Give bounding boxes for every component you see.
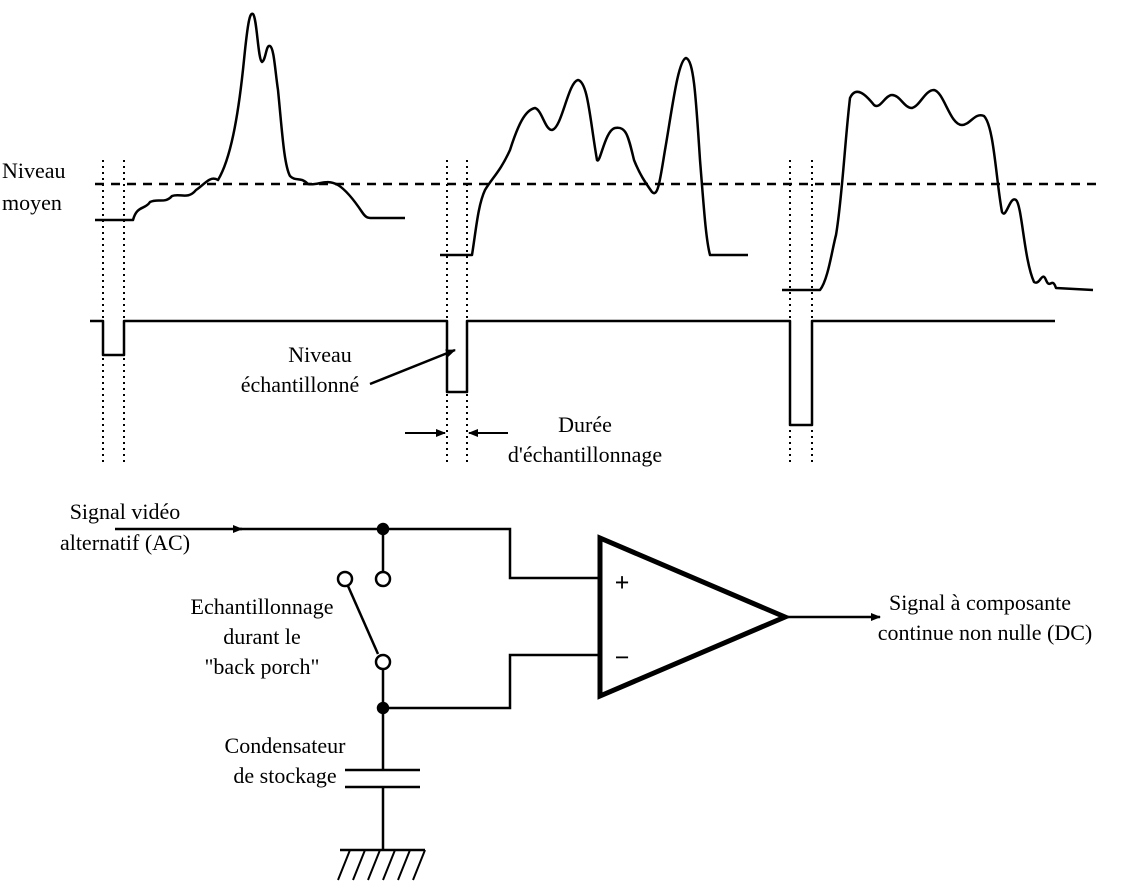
label: Durée bbox=[558, 412, 612, 437]
label: Condensateur bbox=[225, 733, 347, 758]
label: moyen bbox=[2, 190, 62, 215]
label: Signal à composante bbox=[889, 590, 1071, 615]
label: Echantillonnage bbox=[191, 594, 334, 619]
label: d'échantillonnage bbox=[508, 442, 662, 467]
label: Niveau bbox=[288, 342, 352, 367]
circuit bbox=[115, 522, 881, 881]
label: échantillonné bbox=[241, 372, 360, 397]
label: Niveau bbox=[2, 158, 66, 183]
sample-windows bbox=[102, 160, 813, 462]
label: alternatif (AC) bbox=[60, 530, 190, 555]
video-line-1 bbox=[95, 12, 405, 222]
label: de stockage bbox=[233, 763, 336, 788]
sampled-level-arrow bbox=[369, 348, 456, 386]
labels: Niveau moyen Niveau échantillonné Durée … bbox=[2, 158, 1092, 788]
label: durant le bbox=[223, 624, 301, 649]
waveforms bbox=[90, 12, 1100, 462]
video-line-2 bbox=[440, 56, 748, 257]
label: Signal vidéo bbox=[70, 499, 181, 524]
sync-line bbox=[90, 319, 1055, 427]
plus-sign: + bbox=[615, 568, 630, 597]
label: continue non nulle (DC) bbox=[878, 620, 1092, 645]
video-line-3 bbox=[782, 88, 1094, 292]
label: "back porch" bbox=[204, 654, 319, 679]
minus-sign: − bbox=[615, 643, 630, 672]
